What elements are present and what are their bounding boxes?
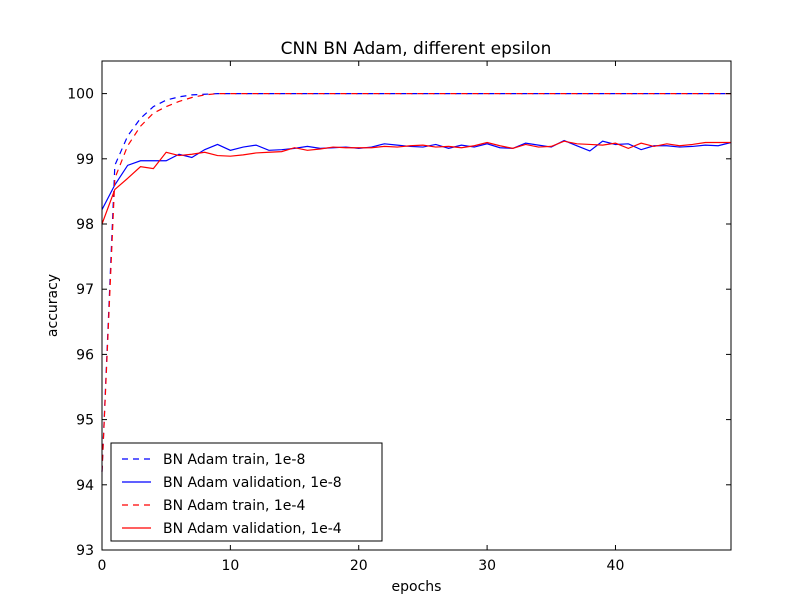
x-tick-label: 0	[98, 558, 107, 574]
series-line-3	[101, 140, 731, 225]
y-tick-label: 95	[76, 413, 94, 429]
series-line-1	[101, 139, 732, 210]
legend-box	[110, 442, 383, 542]
y-axis-ticks: 93 94 95 96 97 98 99 100	[67, 87, 731, 559]
series-line-2	[101, 92, 731, 472]
legend-label-0: BN Adam train, 1e-8	[163, 452, 305, 468]
y-tick-label: 98	[76, 217, 94, 233]
chart-title: CNN BN Adam, different epsilon	[281, 39, 552, 59]
y-tick-label: 93	[76, 543, 94, 559]
y-tick-label: 100	[67, 87, 94, 103]
x-tick-label: 30	[478, 558, 496, 574]
legend-label-2: BN Adam train, 1e-4	[163, 498, 305, 514]
y-tick-label: 99	[76, 152, 94, 168]
x-axis-label: epochs	[392, 579, 442, 595]
plot-area	[101, 60, 732, 551]
legend-entries: BN Adam train, 1e-8 BN Adam validation, 1…	[122, 452, 342, 537]
legend-label-1: BN Adam validation, 1e-8	[163, 475, 342, 491]
series-line-0	[101, 92, 731, 472]
plot-frame	[101, 60, 732, 551]
x-tick-label: 40	[607, 558, 625, 574]
series-layer	[101, 92, 732, 472]
legend-label-3: BN Adam validation, 1e-4	[163, 521, 342, 537]
x-tick-label: 20	[350, 558, 368, 574]
y-axis-label: accuracy	[45, 274, 61, 337]
legend: BN Adam train, 1e-8 BN Adam validation, 1…	[110, 442, 383, 542]
y-tick-label: 97	[76, 282, 94, 298]
y-tick-label: 96	[76, 347, 94, 363]
x-axis-ticks: 0 10 20 30 40	[98, 61, 625, 574]
y-tick-label: 94	[76, 478, 94, 494]
x-tick-label: 10	[221, 558, 239, 574]
